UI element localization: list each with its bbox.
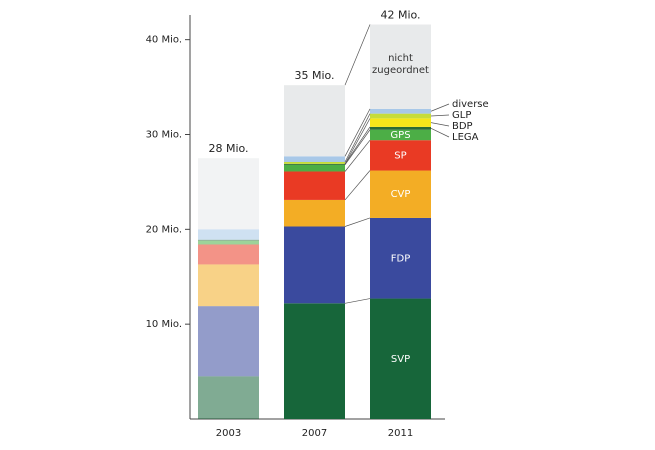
bar-segment — [284, 226, 345, 304]
connector — [344, 118, 371, 165]
bar-segment — [284, 171, 345, 200]
y-tick-label: 20 Mio. — [146, 224, 182, 235]
connector — [344, 126, 371, 165]
leader-line — [430, 103, 450, 112]
leader-line — [430, 114, 450, 117]
x-tick-label: 2011 — [388, 428, 413, 439]
bar-segment — [370, 298, 431, 419]
connector — [344, 113, 371, 163]
bar-segment — [370, 108, 431, 114]
bar-segment — [284, 164, 345, 172]
connector — [344, 170, 371, 201]
bar-segment — [370, 118, 431, 127]
connector — [344, 129, 371, 166]
connector — [344, 298, 371, 304]
bar-segment — [198, 376, 259, 419]
legend-label: LEGA — [452, 132, 479, 143]
y-tick-label: 30 Mio. — [146, 129, 182, 140]
segment-label: FDP — [391, 253, 410, 264]
legend-label: diverse — [452, 99, 489, 110]
leader-line — [430, 122, 450, 127]
y-tick-label: 10 Mio. — [146, 319, 182, 330]
y-tick-label: 40 Mio. — [146, 35, 182, 46]
connector — [344, 217, 371, 227]
connector — [344, 139, 371, 172]
bar-segment — [370, 129, 431, 141]
bar-segment — [198, 239, 259, 241]
bar-segment — [370, 217, 431, 299]
bar-segment — [370, 140, 431, 171]
total-label: 28 Mio. — [208, 142, 248, 155]
bar-segment — [370, 126, 431, 130]
bar-segment — [284, 156, 345, 162]
connector — [344, 24, 371, 86]
total-label: 35 Mio. — [294, 69, 334, 82]
bar-segment — [284, 163, 345, 165]
bar-segment — [284, 161, 345, 164]
bar-segment — [284, 199, 345, 227]
bar-segment — [198, 264, 259, 307]
segment-label-box: nicht zugeordnet — [372, 52, 429, 76]
bar-segment — [370, 24, 431, 109]
segment-label: nicht zugeordnet — [372, 52, 429, 76]
segment-label: CVP — [391, 189, 411, 200]
bar-segment — [198, 244, 259, 265]
total-label: 42 Mio. — [380, 8, 420, 21]
leader-line — [430, 128, 450, 138]
bar-segment — [284, 303, 345, 419]
bar-segment — [198, 158, 259, 230]
legend-label: BDP — [452, 121, 473, 132]
connector — [344, 108, 371, 157]
segment-label: SP — [394, 150, 406, 161]
segment-label: SVP — [391, 354, 410, 365]
bar-segment — [370, 113, 431, 119]
x-tick-label: 2003 — [216, 428, 241, 439]
legend-label: GLP — [452, 110, 471, 121]
bar-segment — [370, 170, 431, 218]
bar-segment — [198, 240, 259, 245]
bar-segment — [198, 306, 259, 377]
segment-label: GPS — [390, 130, 410, 141]
bar-segment — [284, 85, 345, 157]
x-tick-label: 2007 — [302, 428, 327, 439]
bar-segment — [198, 229, 259, 240]
